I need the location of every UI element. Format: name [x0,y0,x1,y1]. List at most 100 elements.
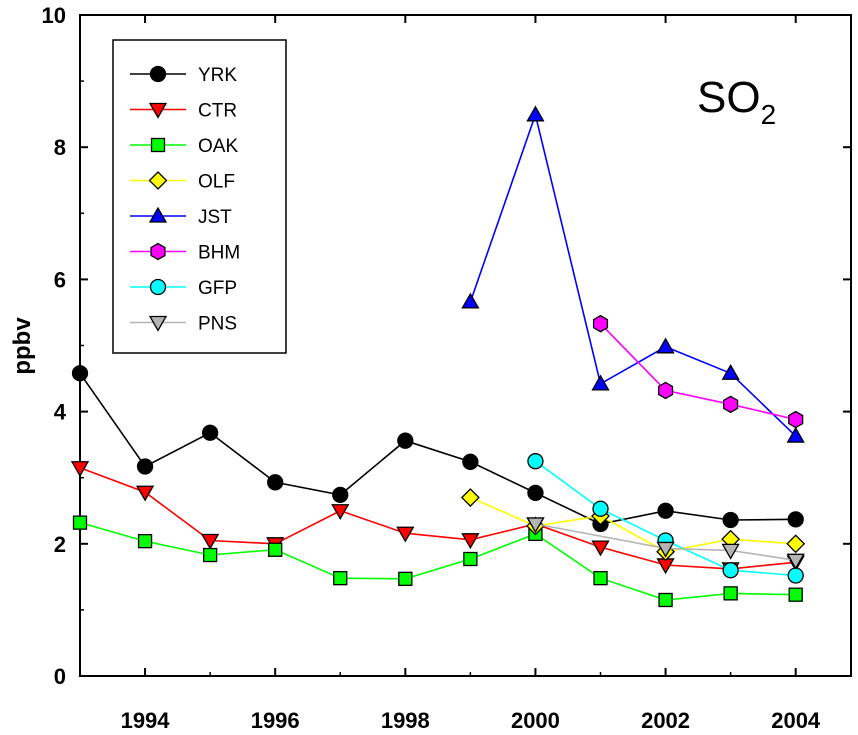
y-tick-label: 2 [54,532,66,557]
so2-annotation: SO2 [697,73,776,130]
data-point-gfp [787,567,804,584]
data-point-gfp [527,453,544,470]
data-point-ctr [135,485,155,502]
legend-label: JST [198,207,232,228]
data-point-yrk [201,424,219,441]
data-point-ctr [201,533,220,550]
x-tick-label: 1998 [381,708,430,733]
y-axis: 0 2 4 6 8 10 [42,3,851,689]
legend-item-olf: OLF [130,171,235,193]
data-point-oak [788,587,803,602]
y-tick-label: 8 [54,135,66,160]
legend-marker [148,171,168,190]
data-point-yrk [527,484,544,502]
so2-annotation-main: SO [697,73,761,122]
y-tick-label: 10 [42,3,66,28]
legend-item-jst: JST [130,206,232,228]
x-tick-label: 2002 [641,708,690,733]
data-point-oak [398,571,413,586]
legend-item-bhm: BHM [130,243,240,264]
y-axis-label: ppbv [9,317,36,375]
legend-item-oak: OAK [130,136,238,157]
data-point-ctr [591,540,610,557]
legend-marker [148,206,168,223]
legend-label: GFP [198,278,237,299]
x-axis: 1994 1996 1998 2000 2002 2004 [121,15,821,733]
data-point-pns [721,543,740,560]
series-oak [72,515,803,608]
x-tick-label: 1996 [251,708,300,733]
legend-marker [150,137,166,153]
series-line-pns [535,523,796,562]
data-point-oak [658,592,673,608]
series-pns [526,517,805,570]
data-point-oak [333,571,348,586]
data-point-yrk [462,453,479,470]
data-point-yrk [332,486,349,504]
data-point-yrk [267,474,284,491]
legend: YRK CTR OAK OLF JST BHM GFP PNS [112,39,287,354]
legend-label: YRK [198,65,237,86]
data-point-oak [268,542,283,557]
legend-box [112,39,287,354]
data-point-bhm [723,395,739,414]
legend-marker [149,278,167,296]
series-line-yrk [79,372,796,525]
data-point-yrk [136,458,154,475]
legend-label: OAK [198,136,238,157]
legend-marker [148,315,168,332]
data-point-jst [721,363,740,380]
data-point-pns [786,553,805,570]
legend-item-ctr: CTR [130,101,237,122]
data-point-pns [656,541,675,558]
legend-label: OLF [198,172,235,193]
data-point-jst [526,105,545,122]
x-tick-label: 1994 [121,708,171,733]
y-tick-label: 4 [54,400,67,425]
data-point-oak [723,586,738,601]
series-line-olf [470,496,796,553]
x-tick-label: 2004 [771,708,821,733]
legend-label: BHM [198,243,240,264]
data-point-jst [656,337,675,354]
legend-item-pns: PNS [130,314,237,335]
legend-item-gfp: GFP [130,278,237,299]
data-point-yrk [722,511,739,529]
x-tick-label: 2000 [511,708,560,733]
data-point-bhm [657,381,674,400]
y-tick-label: 0 [54,664,66,689]
data-point-oak [463,551,478,567]
data-point-oak [202,547,218,563]
series-layer [70,105,806,608]
y-tick-label: 6 [54,267,66,292]
legend-label: PNS [198,314,237,335]
series-line-oak [79,521,796,601]
data-point-olf [460,488,480,507]
legend-item-yrk: YRK [130,65,237,86]
series-yrk [71,365,804,533]
data-point-yrk [71,365,89,382]
data-point-ctr [70,461,90,478]
so2-annotation-subscript: 2 [761,99,777,130]
data-point-bhm [788,410,804,429]
series-ctr [70,461,805,579]
legend-marker [149,65,167,83]
legend-marker [148,102,168,119]
data-point-oak [137,534,153,549]
data-point-oak [593,571,608,586]
data-point-ctr [461,533,480,550]
data-point-jst [461,292,480,309]
data-point-gfp [722,562,739,579]
series-line-bhm [599,323,796,421]
legend-label: CTR [198,101,237,122]
legend-marker [150,242,166,261]
series-line-jst [469,111,797,437]
data-point-ctr [396,526,415,543]
data-point-jst [786,426,805,443]
data-point-gfp [592,500,609,517]
series-line-ctr [79,467,796,570]
data-point-yrk [787,511,804,528]
data-point-ctr [331,504,350,521]
data-point-bhm [592,314,609,333]
